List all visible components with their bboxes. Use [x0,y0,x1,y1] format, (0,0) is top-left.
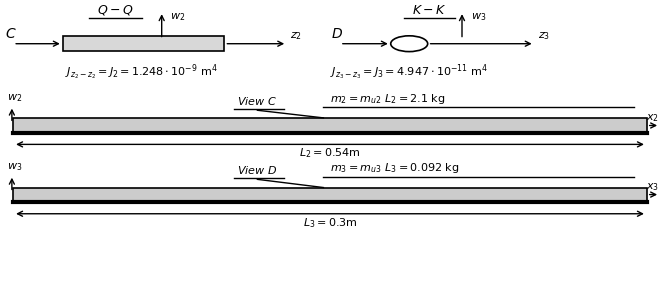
Text: $m_2 = m_{u2}\ L_2 = 2.1\ \mathrm{kg}$: $m_2 = m_{u2}\ L_2 = 2.1\ \mathrm{kg}$ [330,92,446,106]
Bar [63,36,224,51]
Text: $D$: $D$ [331,27,343,41]
Text: $w_3$: $w_3$ [471,11,486,23]
Text: $L_2 = 0.54\mathrm{m}$: $L_2 = 0.54\mathrm{m}$ [299,147,361,160]
Text: $w_2$: $w_2$ [170,11,185,23]
Bar [13,118,647,133]
Bar [13,188,647,202]
Circle shape [391,36,428,52]
Text: $K - K$: $K - K$ [412,5,446,17]
Text: $w_3$: $w_3$ [7,162,22,173]
Text: $C$: $C$ [5,27,16,41]
Text: $z_3$: $z_3$ [538,30,550,42]
Text: $\mathit{View}\ C$: $\mathit{View}\ C$ [238,95,277,107]
Text: $Q - Q$: $Q - Q$ [97,3,134,17]
Text: $J_{z_2-z_2} = J_2 = 1.248 \cdot 10^{-9}\ \mathrm{m}^4$: $J_{z_2-z_2} = J_2 = 1.248 \cdot 10^{-9}… [65,62,217,82]
Text: $\mathit{View}\ D$: $\mathit{View}\ D$ [237,164,278,176]
Text: $z_2$: $z_2$ [290,30,302,42]
Text: $L_3 = 0.3\mathrm{m}$: $L_3 = 0.3\mathrm{m}$ [303,216,357,230]
Text: $x_2$: $x_2$ [645,112,659,124]
Text: $J_{z_3-z_3} = J_3 = 4.947 \cdot 10^{-11}\ \mathrm{m}^4$: $J_{z_3-z_3} = J_3 = 4.947 \cdot 10^{-11… [330,62,488,82]
Text: $x_3$: $x_3$ [645,181,659,193]
Text: $m_3 = m_{u3}\ L_3 = 0.092\ \mathrm{kg}$: $m_3 = m_{u3}\ L_3 = 0.092\ \mathrm{kg}$ [330,161,459,175]
Text: $w_2$: $w_2$ [7,92,22,104]
